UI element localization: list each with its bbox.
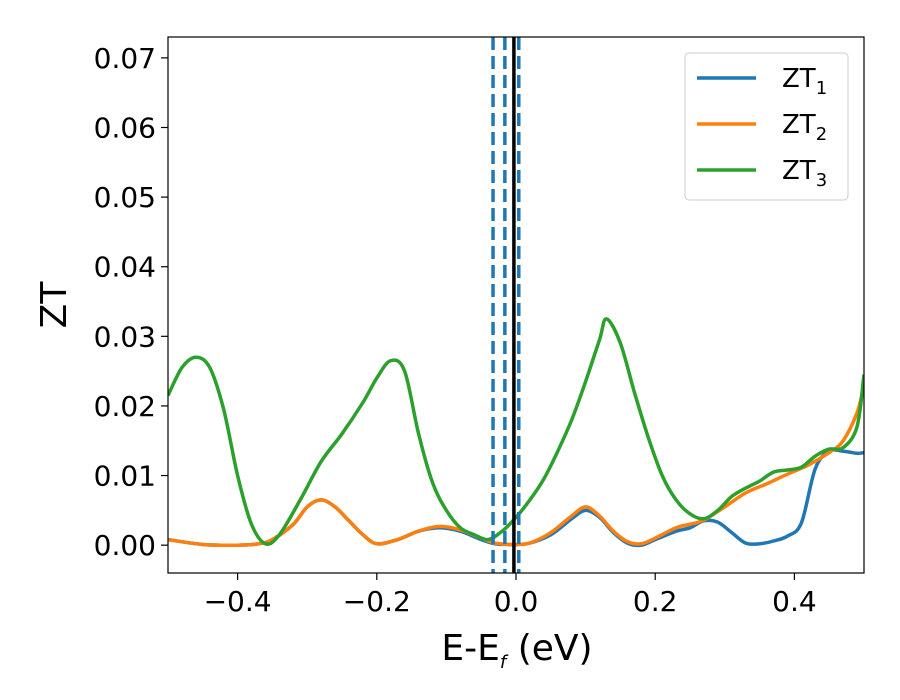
y-tick-label: 0.06 <box>94 111 156 144</box>
x-tick-label: −0.4 <box>204 585 272 618</box>
legend-label-zt2: ZT2 <box>782 110 827 145</box>
x-axis-label-main: E-E <box>441 628 499 669</box>
x-tick-label: 0.4 <box>772 585 817 618</box>
x-axis-label-unit: (eV) <box>506 628 592 669</box>
y-tick-label: 0.01 <box>94 460 156 493</box>
x-tick-label: 0.0 <box>494 585 539 618</box>
y-tick-label: 0.03 <box>94 320 156 353</box>
series-line-zt2 <box>168 384 864 548</box>
series-line-zt3 <box>168 317 864 546</box>
series-line-zt1 <box>168 448 864 548</box>
y-tick-label: 0.04 <box>94 251 156 284</box>
y-tick-label: 0.00 <box>94 529 156 562</box>
y-tick-label: 0.02 <box>94 390 156 423</box>
y-axis-label: ZT <box>34 281 75 329</box>
y-tick-label: 0.07 <box>94 42 156 75</box>
y-tick-label: 0.05 <box>94 181 156 214</box>
legend-label-zt3: ZT3 <box>782 156 827 191</box>
legend: ZT1 ZT2 ZT3 <box>684 52 849 201</box>
plot-layer <box>168 37 864 573</box>
x-tick-label: 0.2 <box>633 585 678 618</box>
x-axis-label-sub: f <box>500 652 509 673</box>
axes-layer: −0.4 −0.2 0.0 0.2 0.4 0.00 0.01 0.02 0.03 0.04 0.0… <box>94 36 865 618</box>
x-tick-label: −0.2 <box>343 585 411 618</box>
legend-label-zt1: ZT1 <box>782 64 827 99</box>
legend-box <box>684 52 849 201</box>
x-axis-label: E-Ef (eV) <box>441 628 592 673</box>
